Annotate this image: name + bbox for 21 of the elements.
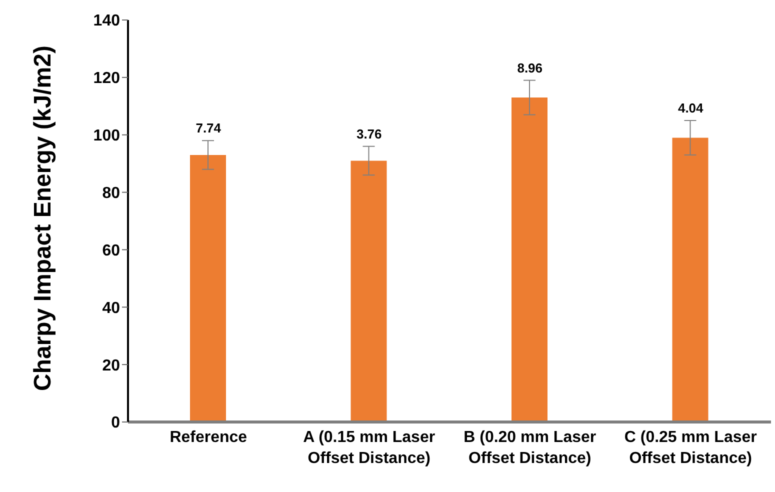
annotation: 8.96 bbox=[517, 60, 543, 76]
y-tick-label: 120 bbox=[93, 70, 120, 88]
y-tick-label: 40 bbox=[102, 300, 120, 317]
bar bbox=[672, 138, 708, 422]
y-tick-label: 80 bbox=[102, 184, 120, 202]
y-tick-label: 140 bbox=[93, 12, 120, 30]
annotation: 4.04 bbox=[678, 100, 704, 116]
x-tick-label: B (0.20 mm Laser Offset Distance) bbox=[464, 429, 596, 467]
x-tick-label: C (0.25 mm Laser Offset Distance) bbox=[624, 429, 757, 467]
annotation: 7.74 bbox=[196, 120, 222, 136]
x-tick-label: A (0.15 mm Laser Offset Distance) bbox=[303, 429, 436, 467]
annotation: 3.76 bbox=[356, 126, 382, 142]
y-axis-title: Charpy Impact Energy (kJ/m2) bbox=[30, 46, 57, 391]
y-tick-label: 60 bbox=[102, 242, 120, 260]
bar bbox=[512, 98, 548, 422]
bar bbox=[190, 154, 226, 422]
y-tick-label: 20 bbox=[102, 357, 120, 374]
bar bbox=[350, 160, 387, 422]
y-tick-label: 100 bbox=[93, 128, 120, 145]
y-tick-label: 0 bbox=[111, 414, 120, 432]
x-tick-label: Reference bbox=[170, 429, 248, 446]
